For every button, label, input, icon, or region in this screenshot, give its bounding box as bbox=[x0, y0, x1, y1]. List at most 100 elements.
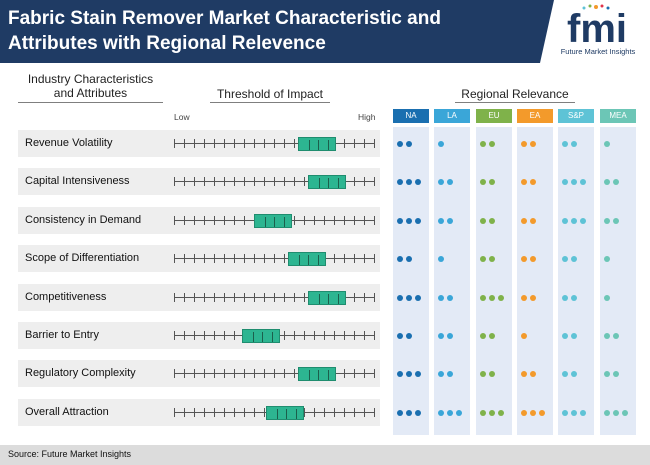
scale-tick bbox=[224, 369, 225, 378]
relevance-dot bbox=[456, 410, 462, 416]
impact-bar bbox=[254, 214, 292, 228]
relevance-dot bbox=[406, 141, 412, 147]
impact-scale bbox=[174, 406, 375, 420]
scale-tick bbox=[174, 139, 175, 148]
relevance-dot bbox=[604, 179, 610, 185]
relevance-dot bbox=[604, 371, 610, 377]
scale-tick bbox=[234, 254, 235, 263]
relevance-dot bbox=[571, 295, 577, 301]
relevance-dot bbox=[530, 295, 536, 301]
characteristics-heading: Industry Characteristics and Attributes bbox=[27, 72, 154, 100]
relevance-dots bbox=[393, 410, 429, 418]
scale-tick bbox=[364, 331, 365, 340]
page-title: Fabric Stain Remover Market Characterist… bbox=[8, 8, 441, 54]
impact-bar bbox=[298, 367, 336, 381]
relevance-dots bbox=[393, 333, 429, 341]
impact-scale bbox=[174, 291, 375, 305]
row-label: Revenue Volatility bbox=[25, 137, 113, 149]
relevance-dot bbox=[530, 371, 536, 377]
relevance-dot bbox=[415, 179, 421, 185]
impact-bar bbox=[298, 137, 336, 151]
relevance-dot bbox=[498, 295, 504, 301]
scale-tick bbox=[224, 254, 225, 263]
relevance-dot bbox=[604, 256, 610, 262]
scale-tick bbox=[244, 254, 245, 263]
relevance-dot bbox=[415, 295, 421, 301]
scale-tick bbox=[184, 293, 185, 302]
relevance-dots bbox=[476, 218, 512, 226]
scale-tick bbox=[374, 216, 375, 225]
scale-tick bbox=[344, 139, 345, 148]
relevance-dots bbox=[558, 371, 594, 379]
bar-tick bbox=[319, 294, 320, 304]
relevance-dot bbox=[521, 410, 527, 416]
relevance-dots bbox=[434, 410, 470, 418]
threshold-heading: Threshold of Impact bbox=[216, 87, 324, 101]
bar-tick bbox=[318, 370, 319, 380]
bar-tick bbox=[262, 332, 263, 342]
relevance-dot bbox=[571, 179, 577, 185]
relevance-dot bbox=[604, 410, 610, 416]
relevance-dots bbox=[517, 295, 553, 303]
scale-tick bbox=[374, 331, 375, 340]
scale-tick bbox=[244, 177, 245, 186]
scale-tick bbox=[374, 139, 375, 148]
relevance-dot bbox=[571, 218, 577, 224]
scale-tick bbox=[354, 139, 355, 148]
scale-tick bbox=[244, 408, 245, 417]
relevance-dots bbox=[476, 371, 512, 379]
bar-tick bbox=[309, 140, 310, 150]
scale-tick bbox=[274, 369, 275, 378]
scale-tick bbox=[214, 408, 215, 417]
relevance-dot bbox=[498, 410, 504, 416]
scale-tick bbox=[334, 216, 335, 225]
relevance-dot bbox=[613, 333, 619, 339]
scale-tick bbox=[194, 293, 195, 302]
scale-tick bbox=[354, 369, 355, 378]
scale-tick bbox=[364, 139, 365, 148]
scale-tick bbox=[254, 177, 255, 186]
scale-tick bbox=[354, 254, 355, 263]
scale-tick bbox=[244, 216, 245, 225]
relevance-dots bbox=[517, 218, 553, 226]
scale-tick bbox=[184, 369, 185, 378]
relevance-dot bbox=[521, 141, 527, 147]
scale-tick bbox=[214, 369, 215, 378]
relevance-dot bbox=[580, 218, 586, 224]
scale-tick bbox=[194, 139, 195, 148]
relevance-dot bbox=[613, 410, 619, 416]
relevance-dot bbox=[447, 218, 453, 224]
scale-tick bbox=[284, 331, 285, 340]
relevance-dot bbox=[604, 295, 610, 301]
logo: fmi Future Market Insights bbox=[540, 0, 650, 63]
relevance-dots bbox=[558, 256, 594, 264]
relevance-dot bbox=[521, 295, 527, 301]
characteristics-underline bbox=[18, 102, 163, 103]
bar-tick bbox=[328, 140, 329, 150]
relevance-dot bbox=[406, 371, 412, 377]
scale-tick bbox=[224, 177, 225, 186]
scale-tick bbox=[214, 331, 215, 340]
relevance-dot bbox=[571, 333, 577, 339]
relevance-dot bbox=[438, 371, 444, 377]
relevance-dot bbox=[521, 218, 527, 224]
bar-tick bbox=[309, 370, 310, 380]
relevance-dot bbox=[580, 179, 586, 185]
relevance-dot bbox=[438, 179, 444, 185]
scale-tick bbox=[224, 139, 225, 148]
scale-tick bbox=[364, 408, 365, 417]
scale-tick bbox=[364, 254, 365, 263]
scale-tick bbox=[364, 216, 365, 225]
threshold-underline bbox=[210, 102, 330, 103]
relevance-dots bbox=[476, 295, 512, 303]
relevance-dots bbox=[393, 256, 429, 264]
scale-tick bbox=[304, 293, 305, 302]
region-column bbox=[517, 127, 553, 435]
region-header: NA bbox=[393, 109, 429, 123]
scale-tick bbox=[354, 331, 355, 340]
region-column bbox=[393, 127, 429, 435]
relevance-dot bbox=[539, 410, 545, 416]
scale-tick bbox=[294, 139, 295, 148]
scale-tick bbox=[334, 408, 335, 417]
scale-tick bbox=[204, 369, 205, 378]
